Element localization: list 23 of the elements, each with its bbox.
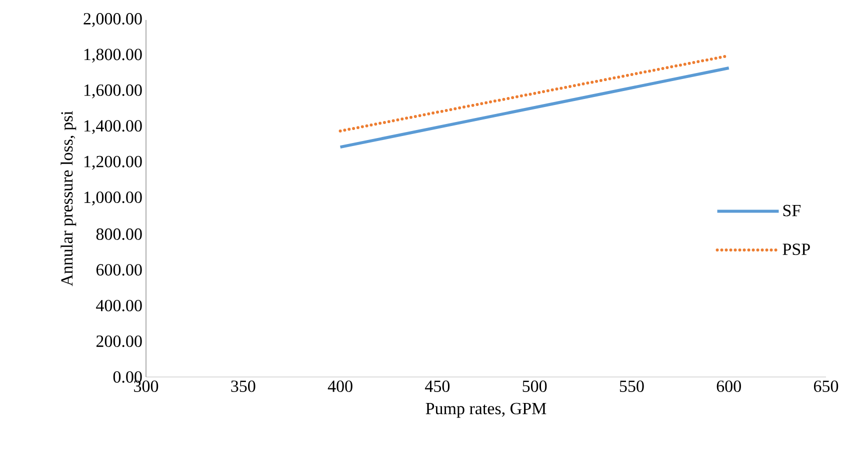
- y-tick-label: 800.00: [96, 228, 142, 240]
- y-tick-label: 0.00: [113, 371, 142, 383]
- y-tick-label: 400.00: [96, 300, 142, 312]
- y-tick-label: 1,400.00: [84, 120, 142, 134]
- legend-label: PSP: [782, 244, 810, 256]
- x-tick-label: 450: [425, 380, 450, 392]
- y-tick-label: 600.00: [96, 264, 142, 276]
- y-tick-label: 1,000.00: [84, 192, 142, 206]
- y-tick-label: 2,000.00: [84, 13, 142, 27]
- y-axis-title: Annular pressure loss, psi: [60, 111, 76, 286]
- x-tick-label: 600: [716, 380, 741, 392]
- y-tick-label: 200.00: [96, 336, 142, 348]
- x-axis-title: Pump rates, GPM: [426, 402, 546, 418]
- legend-label: SF: [783, 204, 801, 216]
- x-tick-label: 550: [620, 380, 644, 392]
- y-tick-label: 1,800.00: [84, 48, 142, 63]
- y-tick-label: 1,600.00: [84, 84, 142, 98]
- y-tick-label: 1,200.00: [84, 156, 142, 170]
- x-tick-label: 400: [328, 380, 352, 392]
- x-tick-label: 500: [522, 380, 547, 392]
- x-tick-label: 650: [814, 380, 838, 392]
- x-tick-label: 350: [231, 380, 256, 392]
- x-tick-label: 300: [134, 380, 158, 392]
